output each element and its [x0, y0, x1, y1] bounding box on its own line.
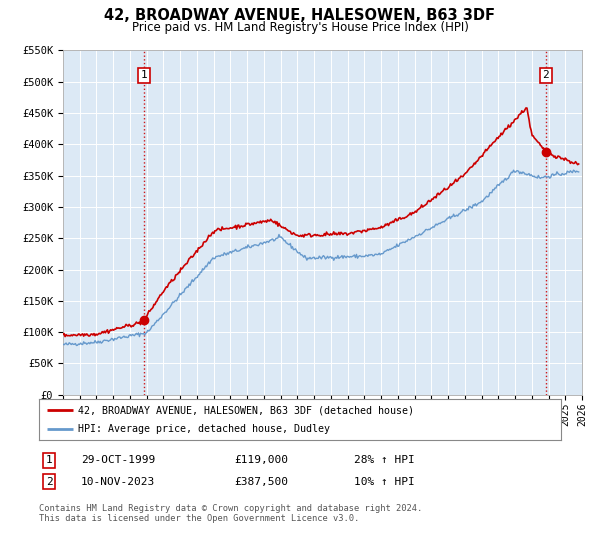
Text: 1: 1 — [140, 71, 147, 81]
Text: Price paid vs. HM Land Registry's House Price Index (HPI): Price paid vs. HM Land Registry's House … — [131, 21, 469, 34]
Text: 2: 2 — [542, 71, 549, 81]
Text: 1: 1 — [46, 455, 53, 465]
Text: 2: 2 — [46, 477, 53, 487]
Text: Contains HM Land Registry data © Crown copyright and database right 2024.: Contains HM Land Registry data © Crown c… — [39, 504, 422, 513]
Text: 42, BROADWAY AVENUE, HALESOWEN, B63 3DF (detached house): 42, BROADWAY AVENUE, HALESOWEN, B63 3DF … — [78, 405, 414, 415]
Text: 10% ↑ HPI: 10% ↑ HPI — [354, 477, 415, 487]
Text: £119,000: £119,000 — [234, 455, 288, 465]
Text: 29-OCT-1999: 29-OCT-1999 — [81, 455, 155, 465]
Text: £387,500: £387,500 — [234, 477, 288, 487]
Text: 28% ↑ HPI: 28% ↑ HPI — [354, 455, 415, 465]
Text: 42, BROADWAY AVENUE, HALESOWEN, B63 3DF: 42, BROADWAY AVENUE, HALESOWEN, B63 3DF — [104, 8, 496, 24]
Text: This data is licensed under the Open Government Licence v3.0.: This data is licensed under the Open Gov… — [39, 514, 359, 523]
Text: HPI: Average price, detached house, Dudley: HPI: Average price, detached house, Dudl… — [78, 424, 330, 433]
Text: 10-NOV-2023: 10-NOV-2023 — [81, 477, 155, 487]
